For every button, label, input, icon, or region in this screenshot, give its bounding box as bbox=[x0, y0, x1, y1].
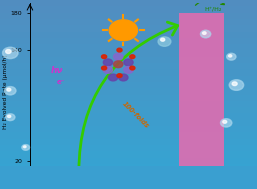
Bar bbox=[104, 178, 143, 179]
Text: hν: hν bbox=[51, 66, 63, 75]
Text: H⁺/H₂: H⁺/H₂ bbox=[205, 7, 222, 12]
Y-axis label: H₂ Evolved Rate (μmol/h): H₂ Evolved Rate (μmol/h) bbox=[4, 54, 8, 129]
Text: 100-folds: 100-folds bbox=[121, 100, 150, 129]
Bar bbox=[179, 13, 224, 179]
Text: e⁻: e⁻ bbox=[57, 79, 65, 85]
FancyArrowPatch shape bbox=[79, 22, 178, 172]
FancyArrowPatch shape bbox=[196, 0, 224, 5]
